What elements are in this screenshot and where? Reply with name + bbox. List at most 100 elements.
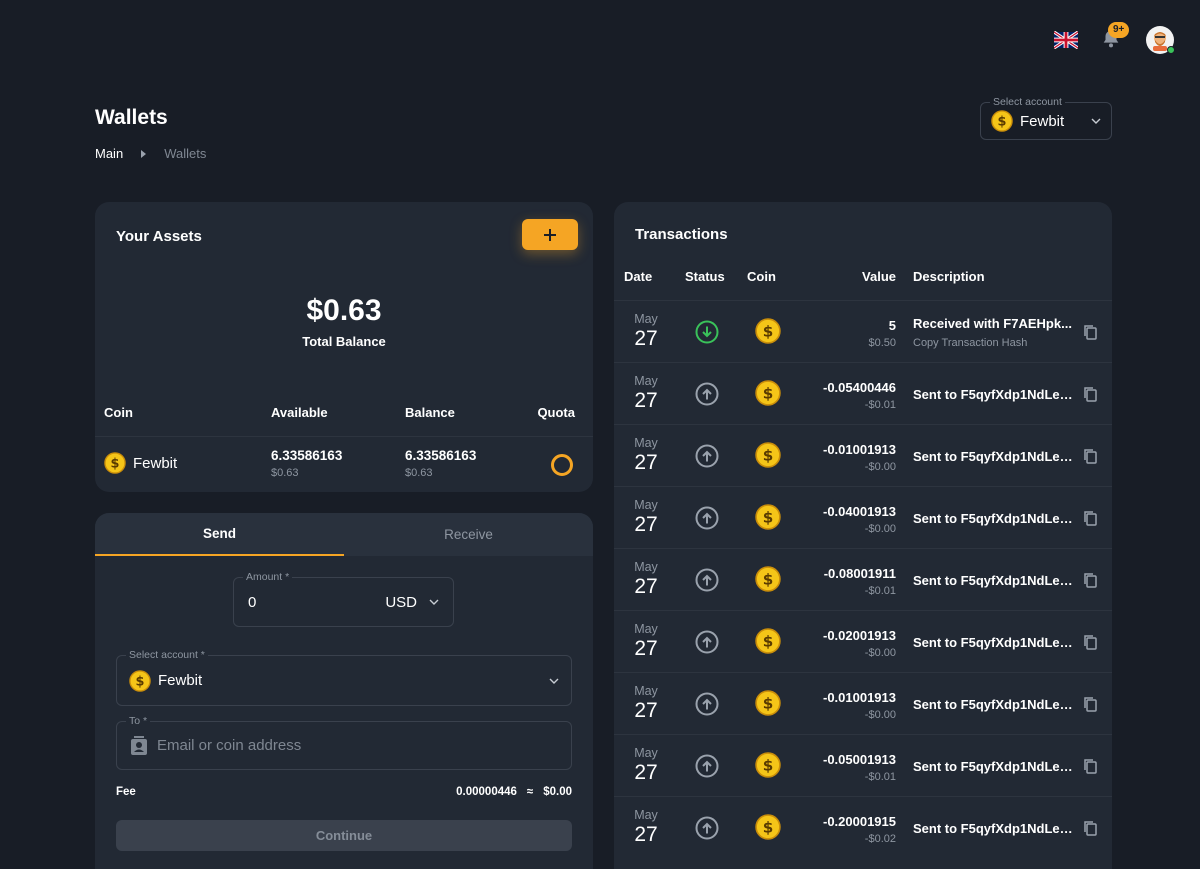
tx-value: -0.05001913 -$0.01 [823, 752, 896, 783]
transactions-table-header: Date Status Coin Value Description [614, 269, 1112, 285]
continue-button[interactable]: Continue [116, 820, 572, 851]
tx-date: May 27 [632, 312, 660, 351]
avatar-face-icon [1153, 32, 1167, 51]
copy-icon [1084, 573, 1097, 588]
copy-icon [1084, 325, 1097, 340]
svg-text:$: $ [763, 818, 774, 836]
copy-hash-button[interactable] [1082, 696, 1098, 712]
tx-date: May 27 [632, 560, 660, 599]
copy-hash-button[interactable] [1082, 634, 1098, 650]
tx-date: May 27 [632, 374, 660, 413]
tx-value-usd: -$0.02 [864, 833, 896, 845]
tx-value-usd: -$0.01 [864, 771, 896, 783]
tx-day: 27 [634, 451, 658, 474]
table-row[interactable]: May 27 $ -0.05400446 -$0.01 Sent to F5qyfXdp1… [614, 362, 1112, 424]
copy-hash-button[interactable] [1082, 820, 1098, 836]
to-field[interactable]: To * [116, 715, 572, 770]
col-balance: Balance [405, 405, 455, 420]
tx-status [695, 816, 719, 840]
tx-description: Sent to F5qyfXdp1NdLe6... [913, 425, 1073, 487]
tx-description-text: Sent to F5qyfXdp1NdLe6... [913, 448, 1073, 464]
breadcrumb-current: Wallets [164, 146, 207, 161]
copy-hash-button[interactable] [1082, 448, 1098, 464]
tx-value: -0.02001913 -$0.00 [823, 628, 896, 659]
tx-description-text: Sent to F5qyfXdp1NdLe6... [913, 696, 1073, 712]
tx-value-amount: -0.05400446 [822, 380, 896, 395]
asset-coin-name: Fewbit [133, 454, 178, 472]
copy-icon [1084, 759, 1097, 774]
table-row[interactable]: May 27 $ -0.04001913 -$0.00 Sent to F5qyfXdp1… [614, 486, 1112, 548]
send-account-label: Select account * [126, 649, 208, 661]
recipient-input[interactable] [157, 737, 558, 754]
table-row[interactable]: May 27 $ -0.01001913 -$0.00 Sent to F5qyfXdp1… [614, 424, 1112, 486]
uk-flag-icon[interactable] [1054, 31, 1078, 49]
table-row[interactable]: May 27 $ -0.01001913 -$0.00 Sent to F5qyfXdp1… [614, 672, 1112, 734]
tx-month: May [634, 436, 658, 450]
tx-description: Sent to F5qyfXdp1NdLe6... [913, 673, 1073, 735]
table-row[interactable]: May 27 $5 $0.50 Received with F7AEHpk... Copy… [614, 300, 1112, 362]
tx-description-text: Sent to F5qyfXdp1NdLe6... [913, 634, 1073, 650]
fewbit-coin-icon: $ [755, 442, 781, 468]
copy-hash-button[interactable] [1082, 758, 1098, 774]
top-bar: 9+ [1054, 22, 1175, 54]
fee-row: Fee 0.00000446 ≈ $0.00 [116, 786, 572, 798]
tx-description-text: Sent to F5qyfXdp1NdLe6... [913, 572, 1073, 588]
currency-select[interactable]: USD [385, 593, 417, 611]
page-title: Wallets [95, 106, 168, 129]
col-value: Value [862, 269, 896, 284]
copy-icon [1084, 635, 1097, 650]
tx-coin: $ [755, 690, 781, 721]
tx-month: May [634, 622, 658, 636]
tx-status [695, 630, 719, 654]
transactions-list: May 27 $5 $0.50 Received with F7AEHpk... Copy… [614, 300, 1112, 858]
tab-send[interactable]: Send [95, 513, 344, 556]
fewbit-coin-icon: $ [991, 110, 1013, 132]
tx-value-usd: -$0.01 [864, 399, 896, 411]
amount-field[interactable]: Amount * 0 USD [233, 571, 454, 627]
asset-balance: 6.33586163 $0.63 [405, 448, 476, 479]
col-status: Status [685, 269, 725, 284]
breadcrumb-main[interactable]: Main [95, 146, 124, 161]
copy-hash-button[interactable] [1082, 572, 1098, 588]
asset-available: 6.33586163 $0.63 [271, 448, 342, 479]
tx-value-usd: -$0.00 [864, 461, 896, 473]
fewbit-coin-icon: $ [755, 628, 781, 654]
col-coin: Coin [747, 269, 776, 284]
tx-status [695, 382, 719, 406]
fewbit-coin-icon: $ [129, 669, 151, 692]
sent-arrow-icon [695, 630, 719, 654]
tx-coin: $ [755, 504, 781, 535]
tab-receive[interactable]: Receive [444, 527, 493, 542]
tx-status [695, 506, 719, 530]
transactions-title: Transactions [635, 226, 728, 243]
notifications-button[interactable]: 9+ [1100, 22, 1130, 52]
table-row[interactable]: May 27 $ -0.02001913 -$0.00 Sent to F5qyfXdp1… [614, 610, 1112, 672]
tx-month: May [634, 746, 658, 760]
tx-value: -0.20001915 -$0.02 [823, 814, 896, 845]
add-asset-button[interactable] [522, 219, 578, 250]
svg-text:$: $ [763, 694, 774, 712]
svg-text:$: $ [763, 322, 774, 340]
header-account-select[interactable]: Select account $ Fewbit [980, 96, 1112, 140]
table-row[interactable]: May 27 $ -0.08001911 -$0.01 Sent to F5qyfXdp1… [614, 548, 1112, 610]
copy-hash-button[interactable] [1082, 510, 1098, 526]
copy-icon [1084, 697, 1097, 712]
table-row[interactable]: May 27 $ -0.20001915 -$0.02 Sent to F5qyfXdp1… [614, 796, 1112, 858]
tx-month: May [634, 560, 658, 574]
tx-coin: $ [755, 814, 781, 845]
fewbit-coin-icon: $ [755, 504, 781, 530]
send-account-select[interactable]: Select account * $ Fewbit [116, 649, 572, 706]
svg-text:$: $ [998, 115, 1007, 130]
table-row[interactable]: May 27 $ -0.05001913 -$0.01 Sent to F5qyfXdp1… [614, 734, 1112, 796]
copy-hash-button[interactable] [1082, 386, 1098, 402]
fewbit-coin-icon: $ [755, 814, 781, 840]
tx-day: 27 [634, 823, 658, 846]
assets-table-header: Coin Available Balance Quota [104, 405, 575, 420]
user-avatar[interactable] [1146, 26, 1175, 54]
copy-hash-button[interactable] [1082, 324, 1098, 340]
amount-input[interactable]: 0 [248, 593, 257, 611]
amount-label: Amount * [243, 571, 293, 583]
table-row[interactable]: $ Fewbit 6.33586163 $0.63 6.33586163 $0.… [104, 447, 575, 483]
tx-value-amount: 5 [888, 318, 896, 333]
tx-value-amount: -0.01001913 [822, 442, 896, 457]
